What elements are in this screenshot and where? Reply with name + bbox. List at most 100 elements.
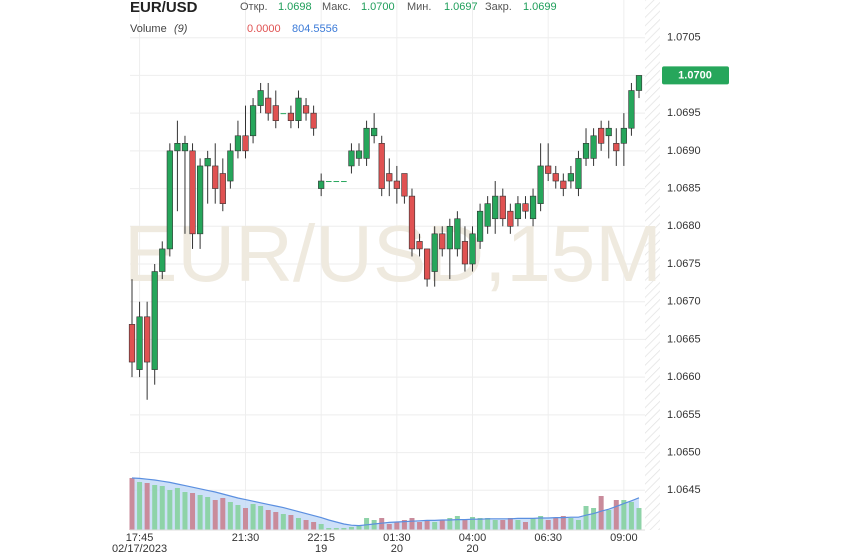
- x-tick-date: 02/17/2023: [112, 543, 167, 555]
- y-tick-label: 1.0680: [667, 220, 701, 232]
- candle-body: [582, 143, 590, 159]
- y-tick-label: 1.0705: [667, 32, 701, 44]
- volume-bar: [424, 520, 430, 530]
- volume-bar: [598, 496, 604, 530]
- candle-body: [348, 150, 355, 167]
- volume-bar: [273, 512, 279, 530]
- candle-body: [310, 112, 317, 129]
- volume-period: (9): [174, 23, 188, 35]
- volume-bar: [500, 520, 506, 530]
- volume-bar: [288, 515, 294, 530]
- volume-bar: [492, 520, 498, 530]
- volume-bar: [477, 518, 483, 530]
- candle-body: [378, 143, 385, 189]
- symbol-title: EUR/USD: [130, 0, 198, 16]
- candle-body: [257, 90, 264, 106]
- volume-bar: [606, 510, 612, 530]
- candle-body: [560, 180, 567, 189]
- candle-body: [249, 105, 257, 137]
- volume-bar: [462, 520, 468, 530]
- volume-bar: [470, 517, 476, 530]
- volume-bar: [575, 520, 581, 530]
- candle-body: [325, 181, 332, 183]
- volume-bar: [303, 520, 309, 530]
- candle-body: [219, 173, 226, 204]
- candle-body: [484, 203, 491, 227]
- candle-body: [507, 210, 514, 227]
- candle-body: [598, 127, 605, 144]
- volume-bar: [439, 520, 445, 530]
- x-tick-date: 20: [466, 543, 478, 555]
- volume-bar: [152, 485, 158, 530]
- volume-bar: [333, 528, 339, 530]
- y-tick-label: 1.0650: [667, 446, 701, 458]
- volume-bar: [235, 505, 241, 530]
- candle-body: [476, 210, 484, 242]
- y-tick-label: 1.0665: [667, 333, 701, 345]
- candle-body: [204, 158, 211, 167]
- volume-bar: [197, 495, 203, 530]
- candle-body: [522, 203, 529, 212]
- candle-body: [575, 158, 582, 189]
- volume-bar: [364, 518, 370, 530]
- volume-bar: [432, 522, 438, 530]
- candle-body: [189, 150, 196, 235]
- candle-body: [144, 316, 151, 363]
- ohlc-value: 1.0700: [361, 1, 395, 13]
- volume-bar: [545, 520, 551, 530]
- y-tick-label: 1.0670: [667, 296, 701, 308]
- candle-body: [386, 173, 393, 182]
- volume-bar: [628, 502, 634, 530]
- volume-bar: [265, 510, 271, 530]
- ohlc-label: Мин.: [407, 1, 431, 13]
- candle-body: [545, 165, 552, 174]
- volume-bar: [258, 506, 264, 530]
- candle-body: [620, 127, 627, 144]
- candle-body: [492, 195, 499, 220]
- x-tick-label: 06:30: [534, 532, 562, 544]
- volume-bar: [553, 518, 559, 530]
- volume-bar: [371, 520, 377, 530]
- candle-body: [590, 135, 597, 159]
- volume-bar: [538, 516, 544, 530]
- volume-bar: [386, 524, 392, 530]
- candle-body: [552, 173, 559, 182]
- x-tick-label: 22:15: [307, 532, 335, 544]
- candle-body: [499, 195, 506, 220]
- candle-body: [469, 233, 476, 265]
- volume-bar: [311, 522, 317, 530]
- volume-bar: [227, 502, 233, 530]
- y-tick-label: 1.0690: [667, 145, 701, 157]
- x-tick-label: 01:30: [383, 532, 411, 544]
- volume-bar: [530, 518, 536, 530]
- candle-body: [635, 75, 643, 91]
- x-tick-label: 17:45: [126, 532, 154, 544]
- candle-body: [265, 97, 272, 114]
- volume-bar: [485, 518, 491, 530]
- candle-body: [393, 180, 400, 189]
- volume-bar: [341, 528, 347, 530]
- x-tick-date: 20: [391, 543, 403, 555]
- candle-body: [613, 143, 620, 152]
- y-tick-label: 1.0695: [667, 107, 701, 119]
- volume-bar: [280, 514, 286, 530]
- volume-bar: [326, 528, 332, 530]
- volume-bar: [356, 526, 362, 530]
- volume-bar: [318, 524, 324, 530]
- candle-body: [287, 112, 295, 121]
- volume-bar: [212, 500, 218, 530]
- x-tick-label: 09:00: [610, 532, 638, 544]
- candle-body: [446, 225, 453, 250]
- ohlc-label: Закр.: [485, 1, 512, 13]
- candle-body: [159, 248, 166, 272]
- candle-body: [567, 173, 574, 182]
- candle-body: [416, 241, 423, 250]
- volume-bar: [515, 520, 521, 530]
- volume-bar: [159, 486, 165, 530]
- candle-body: [212, 165, 219, 189]
- last-price-box: [662, 66, 729, 85]
- ohlc-value: 1.0699: [523, 1, 557, 13]
- volume-bar: [560, 516, 566, 530]
- candle-body: [166, 150, 173, 250]
